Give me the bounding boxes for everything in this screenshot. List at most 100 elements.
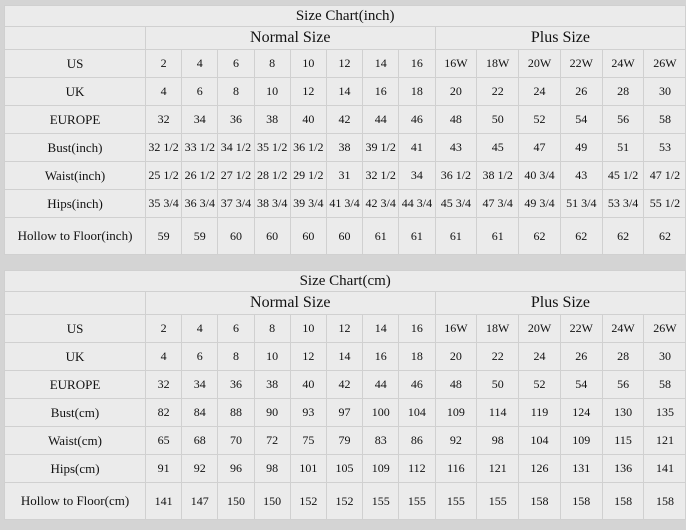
row-label: Hips(cm) — [4, 454, 146, 483]
group-header-plus: Plus Size — [434, 291, 686, 315]
size-cell: 65 — [144, 426, 183, 455]
size-table: Size Chart(cm) Normal Size Plus Size US 2 4 6 8… — [3, 270, 686, 520]
size-cell: 34 1/2 — [217, 133, 255, 162]
row-label: EUROPE — [4, 370, 146, 399]
size-cell: 158 — [601, 482, 645, 520]
size-cell: 104 — [518, 426, 561, 455]
size-cell: 136 — [601, 454, 645, 483]
size-cell: 20W — [518, 314, 561, 343]
table-title: Size Chart(inch) — [3, 5, 686, 27]
size-cell: 32 — [144, 105, 183, 134]
empty-cell — [4, 26, 146, 50]
size-cell: 26W — [643, 49, 686, 78]
size-cell: 42 3/4 — [362, 189, 400, 218]
size-cell: 109 — [559, 426, 603, 455]
size-cell: 49 — [559, 133, 603, 162]
size-cell: 42 — [325, 370, 364, 399]
size-cell: 152 — [325, 482, 364, 520]
size-cell: 54 — [559, 105, 603, 134]
size-cell: 24W — [601, 314, 645, 343]
size-cell: 49 3/4 — [518, 189, 561, 218]
size-cell: 12 — [289, 342, 327, 371]
size-cell: 44 — [362, 105, 400, 134]
size-cell: 48 — [434, 105, 478, 134]
size-cell: 14 — [325, 77, 364, 106]
row-label: Hollow to Floor(cm) — [4, 482, 146, 520]
size-table: Size Chart(inch) Normal Size Plus Size US 2 4… — [3, 5, 686, 255]
size-cell: 26 1/2 — [181, 161, 219, 190]
size-cell: 70 — [217, 426, 255, 455]
size-cell: 16 — [362, 77, 400, 106]
size-cell: 16W — [434, 49, 478, 78]
size-cell: 35 3/4 — [144, 189, 183, 218]
size-cell: 115 — [601, 426, 645, 455]
size-cell: 55 1/2 — [643, 189, 686, 218]
row-label: Waist(inch) — [4, 161, 146, 190]
size-cell: 126 — [518, 454, 561, 483]
size-cell: 34 — [181, 370, 219, 399]
size-cell: 30 — [643, 77, 686, 106]
row-label: Bust(cm) — [4, 398, 146, 427]
size-cell: 121 — [643, 426, 686, 455]
size-cell: 84 — [181, 398, 219, 427]
size-cell: 35 1/2 — [253, 133, 291, 162]
size-cell: 31 — [325, 161, 364, 190]
row-label: Bust(inch) — [4, 133, 146, 162]
size-cell: 2 — [144, 314, 183, 343]
size-cell: 26 — [559, 342, 603, 371]
size-cell: 6 — [217, 49, 255, 78]
size-cell: 8 — [253, 49, 291, 78]
size-cell: 47 — [518, 133, 561, 162]
size-cell: 130 — [601, 398, 645, 427]
size-cell: 48 — [434, 370, 478, 399]
size-cell: 12 — [289, 77, 327, 106]
size-cell: 100 — [362, 398, 400, 427]
size-cell: 68 — [181, 426, 219, 455]
row-label: Hollow to Floor(inch) — [4, 217, 146, 255]
table-row: Hollow to Floor(inch) 59 59 60 60 60 60 61 61 61 6… — [4, 217, 686, 255]
size-cell: 60 — [217, 217, 255, 255]
size-cell: 50 — [476, 105, 520, 134]
size-cell: 141 — [144, 482, 183, 520]
size-cell: 98 — [476, 426, 520, 455]
row-label: UK — [4, 77, 146, 106]
size-cell: 91 — [144, 454, 183, 483]
size-cell: 6 — [217, 314, 255, 343]
size-cell: 8 — [217, 77, 255, 106]
size-cell: 116 — [434, 454, 478, 483]
size-cell: 90 — [253, 398, 291, 427]
table-row: Hips(inch) 35 3/4 36 3/4 37 3/4 38 3/4 39 3/4… — [4, 189, 686, 218]
size-cell: 124 — [559, 398, 603, 427]
size-cell: 34 — [398, 161, 436, 190]
size-cell: 36 — [217, 370, 255, 399]
table-row: Bust(cm) 82 84 88 90 93 97 100 104 109 114 119 124 13… — [4, 398, 686, 427]
size-cell: 60 — [289, 217, 327, 255]
size-cell: 26W — [643, 314, 686, 343]
empty-cell — [4, 291, 146, 315]
size-cell: 53 — [643, 133, 686, 162]
size-cell: 29 1/2 — [289, 161, 327, 190]
size-cell: 44 3/4 — [398, 189, 436, 218]
size-cell: 119 — [518, 398, 561, 427]
size-cell: 25 1/2 — [144, 161, 183, 190]
size-cell: 45 — [476, 133, 520, 162]
size-cell: 62 — [559, 217, 603, 255]
size-cell: 54 — [559, 370, 603, 399]
size-cell: 112 — [398, 454, 436, 483]
size-cell: 43 — [434, 133, 478, 162]
size-cell: 61 — [362, 217, 400, 255]
size-cell: 4 — [181, 49, 219, 78]
table-row: EUROPE 32 34 36 38 40 42 44 46 48 50 52 54 56 58 — [4, 105, 686, 134]
size-cell: 50 — [476, 370, 520, 399]
size-cell: 8 — [217, 342, 255, 371]
size-cell: 40 3/4 — [518, 161, 561, 190]
size-cell: 45 3/4 — [434, 189, 478, 218]
size-cell: 39 3/4 — [289, 189, 327, 218]
row-label: US — [4, 49, 146, 78]
size-cell: 158 — [518, 482, 561, 520]
size-cell: 58 — [643, 105, 686, 134]
size-cell: 93 — [289, 398, 327, 427]
size-cell: 36 1/2 — [434, 161, 478, 190]
row-label: Waist(cm) — [4, 426, 146, 455]
table-row: UK 4 6 8 10 12 14 16 18 20 22 24 26 28 30 — [4, 342, 686, 371]
